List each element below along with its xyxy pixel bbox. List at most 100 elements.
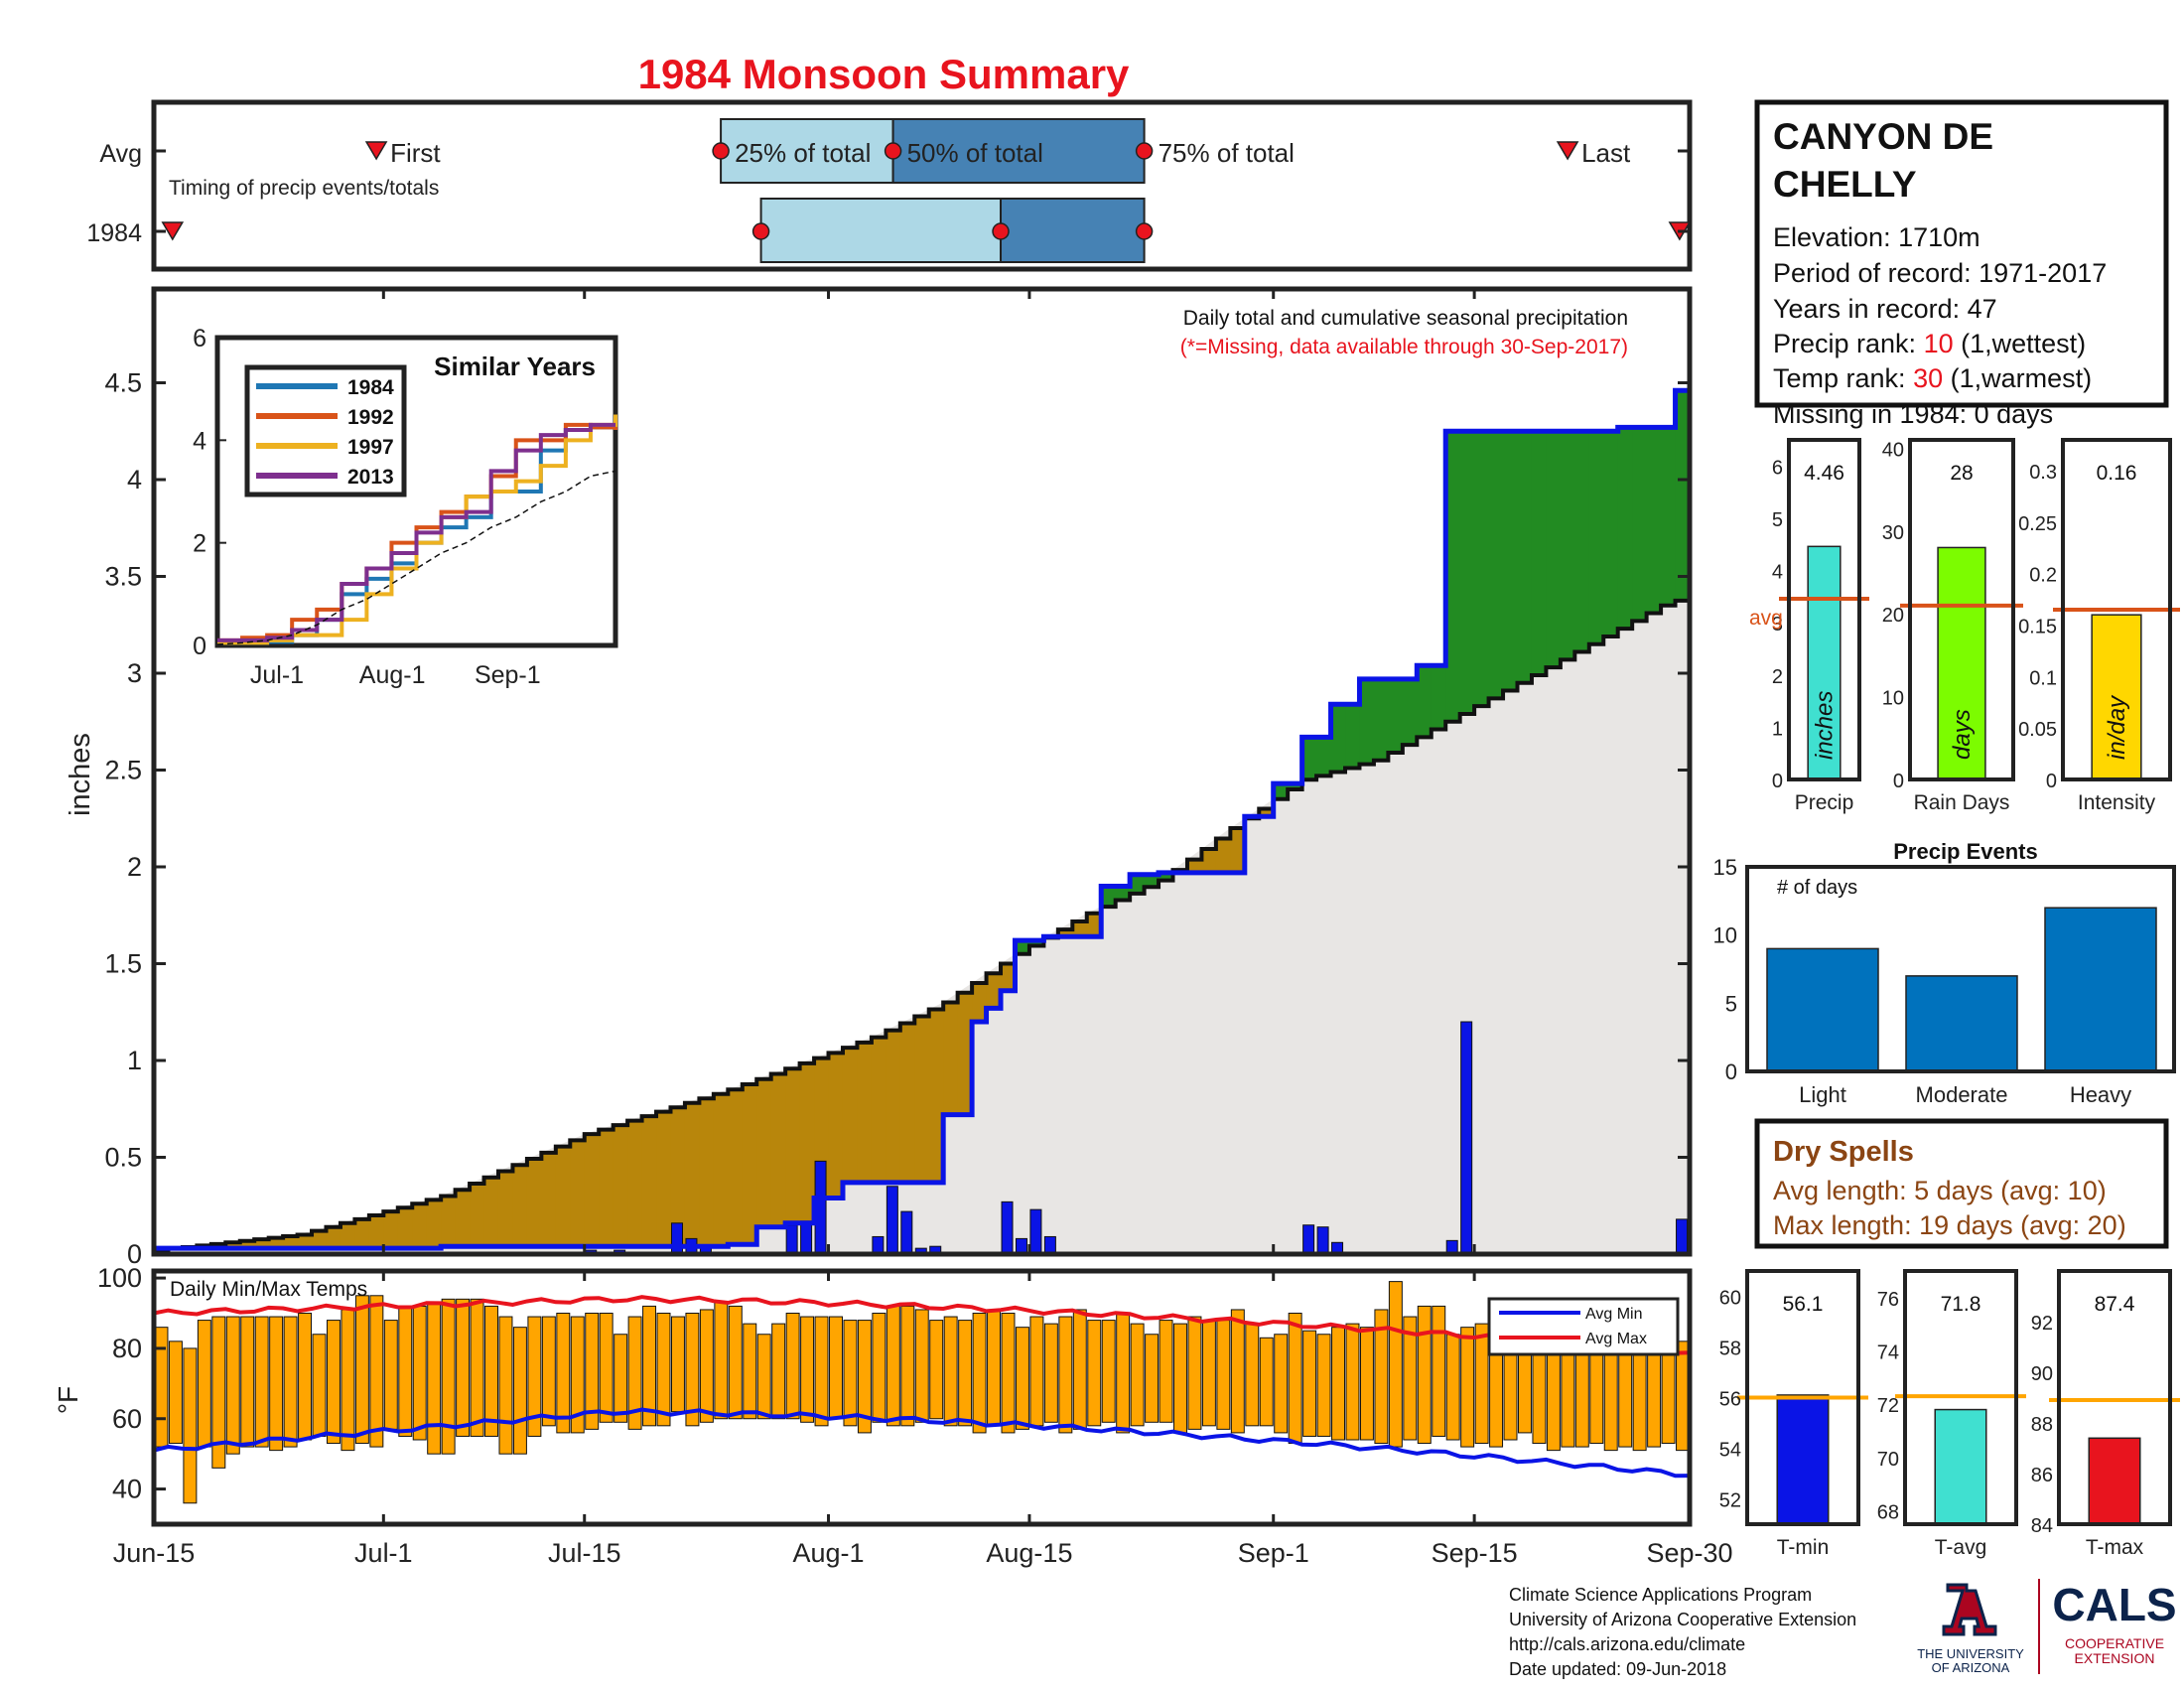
below-average-fill (341, 1223, 355, 1248)
below-average-fill (326, 1227, 341, 1248)
event-bar-moderate (1906, 976, 2017, 1071)
above-average-fill (1561, 431, 1575, 659)
daily-temp-bar (428, 1303, 441, 1454)
daily-temp-bar (327, 1321, 340, 1444)
year-q50-q75-box (1001, 199, 1145, 262)
tavg-stat-tick-label: 72 (1877, 1395, 1899, 1417)
daily-temp-bar (1088, 1321, 1101, 1426)
tavg-stat-tick-label: 74 (1877, 1342, 1899, 1364)
precip-rank-value: 10 (1924, 329, 1954, 358)
avg-q75-dot (1137, 143, 1153, 159)
tmax-stat-tick-label: 92 (2031, 1313, 2053, 1335)
below-average-fill (412, 1203, 427, 1248)
below-average-fill (900, 1024, 915, 1183)
daily-temp-bar (557, 1314, 570, 1433)
event-y-tick-label: 0 (1725, 1059, 1737, 1084)
precip-stat-label: Precip (1795, 791, 1854, 814)
daily-temp-bar (786, 1314, 799, 1419)
below-average-fill (743, 1084, 757, 1244)
daily-precip-bar (887, 1187, 897, 1254)
daily-temp-bar (729, 1306, 742, 1418)
daily-temp-bar (1002, 1314, 1015, 1433)
event-y-tick-label: 15 (1713, 855, 1737, 880)
intensity-stat-value: 0.16 (2097, 462, 2137, 485)
daily-temp-bar (155, 1328, 168, 1447)
daily-temp-bar (944, 1317, 957, 1426)
daily-temp-bar (1317, 1335, 1330, 1437)
daily-precip-bar (1303, 1225, 1314, 1254)
tmax-stat-tick-label: 84 (2031, 1515, 2053, 1537)
station-name-line2: CHELLY (1773, 164, 1917, 205)
precip-y-tick-label: 3.5 (104, 562, 142, 592)
below-average-fill (728, 1089, 743, 1244)
inset-y-tick-label: 0 (193, 633, 206, 660)
temps-y-tick-label: 80 (112, 1334, 142, 1363)
above-average-fill (1661, 427, 1676, 605)
timing-q25-label: 25% of total (735, 138, 871, 168)
ua-a-mark (1944, 1585, 1995, 1634)
temps-panel-label: Daily Min/Max Temps (170, 1278, 367, 1301)
below-average-fill (1216, 839, 1231, 873)
cals-logo: CALS COOPERATIVE EXTENSION (2052, 1579, 2176, 1666)
daily-temp-bar (513, 1328, 526, 1455)
daily-temp-bar (801, 1317, 814, 1422)
daily-temp-bar (1146, 1335, 1159, 1423)
daily-temp-bar (1174, 1324, 1187, 1433)
below-average-fill (427, 1199, 442, 1248)
above-average-fill (1403, 679, 1418, 745)
below-average-fill (872, 1038, 887, 1183)
daily-precip-bar (901, 1211, 912, 1254)
daily-temp-bar (772, 1324, 785, 1419)
daily-temp-bar (284, 1317, 297, 1447)
below-average-fill (441, 1197, 456, 1247)
tmin-stat-label: T-min (1777, 1536, 1830, 1559)
below-average-fill (599, 1130, 614, 1247)
ua-line2: OF ARIZONA (1932, 1660, 2010, 1675)
below-average-fill (1201, 849, 1216, 873)
daily-precip-bar (1461, 1022, 1472, 1254)
above-average-fill (1374, 679, 1389, 761)
tmin-stat-tick-label: 58 (1719, 1339, 1741, 1360)
tmin-stat-tick-label: 60 (1719, 1288, 1741, 1310)
below-average-fill (699, 1098, 714, 1246)
daily-temp-bar (457, 1299, 470, 1436)
below-average-fill (541, 1153, 556, 1246)
timing-avg-label: Avg (99, 140, 142, 168)
tmin-stat-tick-label: 52 (1719, 1490, 1741, 1512)
daily-temp-bar (270, 1317, 283, 1451)
precip-missing-note: (*=Missing, data available through 30-Se… (1180, 336, 1628, 358)
precip-stat-unit: inches (1812, 691, 1839, 760)
tavg-stat-label: T-avg (1935, 1536, 1987, 1559)
below-average-fill (829, 1053, 844, 1198)
precip-y-label: inches (65, 733, 96, 816)
daily-temp-bar (1117, 1314, 1130, 1433)
timing-year-label: 1984 (86, 219, 142, 247)
raindays-stat-value: 28 (1950, 462, 1973, 485)
daily-temp-bar (1461, 1328, 1474, 1447)
intensity-stat-tick-label: 0.15 (2018, 617, 2057, 638)
cals-wordmark: CALS (2052, 1579, 2176, 1630)
daily-temp-bar (485, 1306, 498, 1436)
date-tick-label: Aug-15 (986, 1538, 1072, 1568)
tavg-stat-tick-label: 76 (1877, 1289, 1899, 1311)
daily-precip-bar (801, 1221, 812, 1254)
daily-temp-bar (542, 1317, 555, 1426)
above-average-fill (1532, 431, 1547, 675)
daily-temp-bar (313, 1335, 326, 1437)
daily-temp-bar (915, 1310, 928, 1422)
daily-precip-bar (1044, 1236, 1055, 1254)
daily-precip-bar (786, 1225, 797, 1254)
temp-rank-value: 30 (1913, 363, 1943, 393)
above-average-fill (1618, 427, 1633, 629)
legend-label-1992: 1992 (347, 406, 394, 429)
below-average-fill (714, 1094, 729, 1246)
daily-temp-bar (973, 1314, 986, 1433)
avg-q50-dot (886, 143, 901, 159)
daily-temp-bar (1160, 1321, 1172, 1423)
daily-temp-bar (1131, 1324, 1144, 1426)
daily-temp-bar (1433, 1306, 1445, 1436)
daily-temp-bar (299, 1314, 312, 1441)
